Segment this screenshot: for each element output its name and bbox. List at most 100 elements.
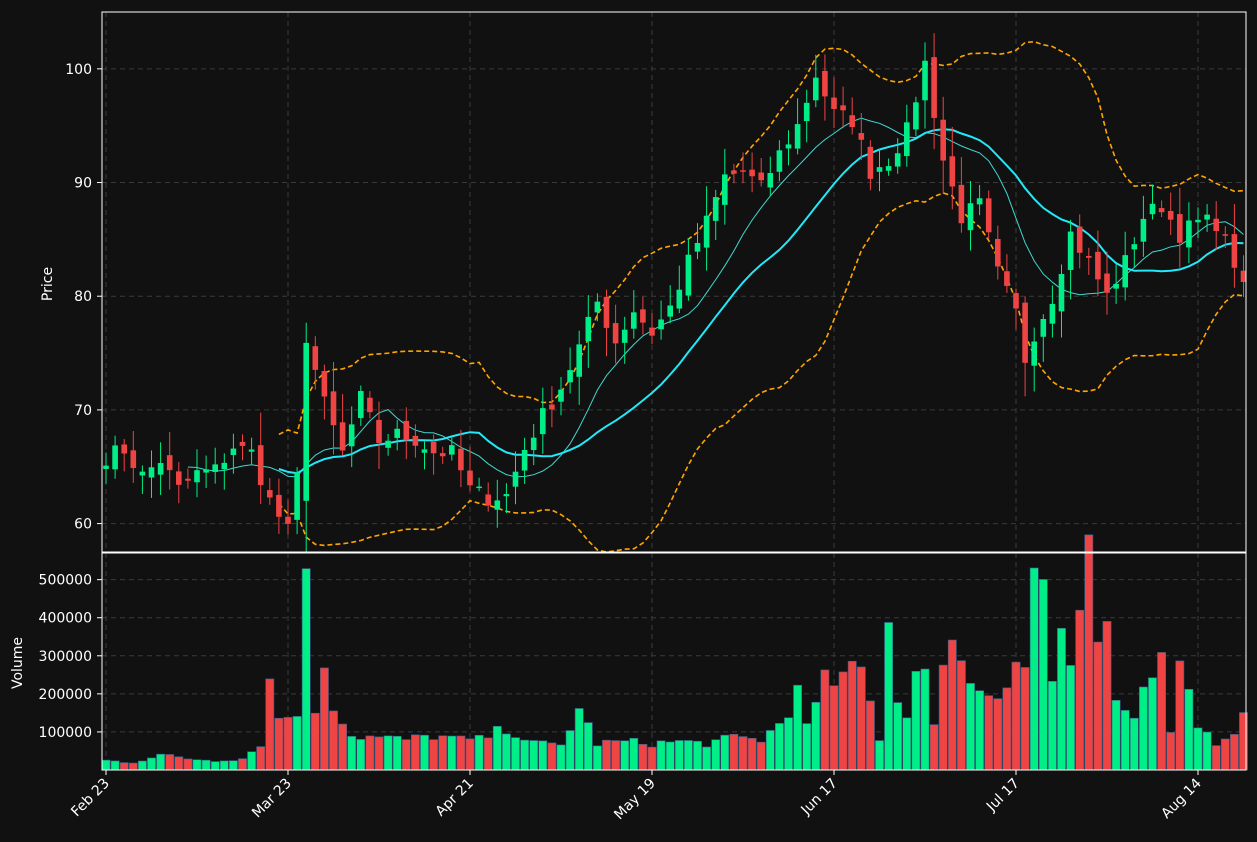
candle bbox=[194, 449, 200, 498]
candle bbox=[567, 347, 573, 394]
candle-body bbox=[521, 449, 528, 471]
candle-body bbox=[803, 102, 810, 122]
candle-body bbox=[212, 464, 218, 473]
volume-bar bbox=[784, 717, 793, 771]
volume-bar bbox=[1048, 680, 1057, 771]
candle-body bbox=[512, 471, 519, 487]
candle-body bbox=[1186, 220, 1192, 248]
volume-bar bbox=[365, 735, 375, 771]
candle bbox=[712, 189, 719, 240]
candle-body bbox=[913, 102, 919, 130]
volume-bar bbox=[574, 708, 584, 771]
candle bbox=[658, 300, 664, 340]
candle bbox=[1113, 264, 1119, 304]
volume-bar bbox=[738, 736, 748, 771]
candle-body bbox=[794, 124, 801, 149]
volume-bar bbox=[829, 685, 839, 771]
candle bbox=[449, 437, 455, 461]
volume-bar bbox=[210, 761, 220, 771]
candle-body bbox=[421, 449, 428, 453]
volume-bar bbox=[501, 733, 511, 771]
volume-bar bbox=[110, 760, 120, 771]
candle bbox=[958, 157, 965, 233]
candle-body bbox=[1067, 231, 1074, 270]
candle bbox=[294, 467, 300, 535]
candle bbox=[112, 435, 118, 479]
candle-body bbox=[1040, 318, 1047, 337]
volume-bar bbox=[856, 666, 866, 771]
volume-bar bbox=[529, 740, 539, 771]
price-tick-label: 100 bbox=[65, 62, 92, 78]
moving-average-slow-line bbox=[278, 128, 1244, 475]
candle bbox=[267, 478, 273, 505]
volume-bar bbox=[911, 671, 921, 771]
candle-body bbox=[276, 494, 282, 517]
candle bbox=[139, 465, 146, 494]
candle bbox=[503, 483, 510, 514]
volume-bar bbox=[1066, 665, 1075, 771]
candle bbox=[339, 393, 346, 456]
candle bbox=[221, 453, 228, 490]
volume-bar bbox=[720, 734, 730, 771]
candle-body bbox=[1149, 203, 1156, 215]
volume-bar bbox=[229, 760, 238, 771]
candle-body bbox=[1022, 302, 1028, 363]
candle bbox=[904, 104, 910, 167]
volume-bar bbox=[401, 739, 411, 771]
candle-body bbox=[1113, 283, 1119, 289]
candle-body bbox=[785, 144, 792, 149]
volume-bar bbox=[975, 690, 984, 771]
candle-body bbox=[731, 170, 737, 174]
candle-body bbox=[667, 305, 673, 317]
candle bbox=[1240, 255, 1246, 297]
candle-body bbox=[176, 471, 182, 485]
volume-bar bbox=[611, 740, 620, 771]
volume-bar bbox=[274, 717, 284, 771]
candle bbox=[239, 434, 246, 461]
moving-average-fast-line bbox=[187, 117, 1244, 478]
volume-bar bbox=[811, 702, 821, 771]
candle-body bbox=[840, 105, 846, 111]
volume-bar bbox=[119, 762, 129, 771]
candle-body bbox=[303, 342, 309, 501]
candle bbox=[439, 446, 446, 464]
candle-body bbox=[1104, 273, 1110, 293]
volume-bar bbox=[1175, 660, 1185, 771]
candle bbox=[321, 364, 328, 420]
candle-body bbox=[530, 437, 537, 451]
candle bbox=[1149, 184, 1156, 220]
candle-body bbox=[294, 472, 300, 520]
volume-bar bbox=[192, 759, 202, 771]
volume-bar bbox=[447, 735, 457, 771]
candle bbox=[458, 429, 464, 488]
volume-bar bbox=[902, 717, 912, 771]
candle bbox=[257, 412, 264, 504]
candle bbox=[767, 156, 774, 197]
axes bbox=[101, 11, 1247, 771]
volume-bar bbox=[802, 723, 812, 771]
candle-body bbox=[1076, 226, 1083, 253]
candle bbox=[1167, 192, 1174, 235]
candle bbox=[421, 441, 428, 470]
candle-body bbox=[1222, 234, 1229, 236]
candle bbox=[1213, 201, 1219, 250]
candle-body bbox=[649, 327, 655, 336]
candle bbox=[803, 89, 810, 143]
price-tick-label: 60 bbox=[74, 517, 92, 533]
price-tick-label: 90 bbox=[74, 176, 92, 192]
candle bbox=[358, 385, 364, 426]
candle-body bbox=[995, 238, 1001, 267]
candle-body bbox=[585, 316, 592, 342]
candle bbox=[731, 163, 737, 184]
volume-bar bbox=[374, 736, 384, 771]
candle-body bbox=[1004, 271, 1010, 286]
candle-body bbox=[1140, 218, 1147, 242]
volume-bar bbox=[547, 742, 557, 771]
candle bbox=[1222, 226, 1229, 249]
volume-bars bbox=[101, 534, 1248, 771]
candle bbox=[1158, 200, 1165, 218]
candle bbox=[494, 479, 501, 528]
candle bbox=[1122, 231, 1128, 301]
candle bbox=[1067, 219, 1074, 300]
